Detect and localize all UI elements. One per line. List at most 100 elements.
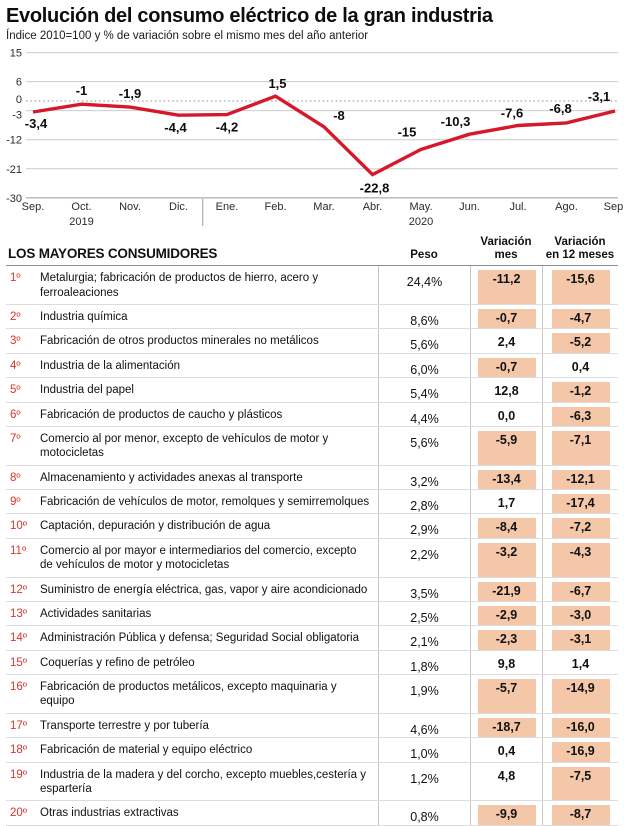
- var-mes-value-cell: 12,8: [470, 378, 542, 402]
- rank-badge: 12º: [10, 583, 27, 596]
- y-axis-label: 15: [10, 48, 22, 60]
- industry-cell: 15º Coquerías y refino de petróleo: [6, 651, 378, 674]
- var-mes-value-cell: -2,9: [470, 601, 542, 626]
- var-mes-value: 1,7: [497, 496, 516, 511]
- peso-value: 0,8%: [410, 810, 439, 825]
- peso-cell: 2,9%: [378, 514, 470, 538]
- y-axis-label: -12: [6, 135, 22, 147]
- rank-badge: 18º: [10, 744, 27, 757]
- table-row: 6º Fabricación de productos de caucho y p…: [6, 402, 618, 427]
- var-12m-value-cell: -14,9: [542, 675, 618, 713]
- var-mes-value: 9,8: [497, 656, 516, 671]
- peso-value: 5,6%: [410, 435, 439, 450]
- var-12m-value: -7,2: [551, 518, 610, 538]
- data-label: -22,8: [360, 181, 390, 196]
- industry-name: Industria del papel: [40, 384, 134, 397]
- x-axis-label: Feb.: [264, 201, 286, 213]
- industry-cell: 6º Fabricación de productos de caucho y p…: [6, 403, 378, 426]
- var-mes-value-cell: 0,0: [470, 402, 542, 426]
- var-12m-value: -6,7: [551, 581, 610, 601]
- var-12m-value-cell: -7,5: [542, 762, 618, 801]
- industry-name: Fabricación de otros productos minerales…: [40, 335, 319, 348]
- peso-cell: 6,0%: [378, 353, 470, 378]
- table-row: 20º Otras industrias extractivas 0,8% -9,9-…: [6, 801, 618, 826]
- industry-cell: 16º Fabricación de productos metálicos, e…: [6, 675, 378, 713]
- y-axis-label: -21: [6, 164, 22, 176]
- consumers-table: LOS MAYORES CONSUMIDORES Peso Variación …: [6, 236, 618, 826]
- peso-value: 5,6%: [410, 338, 439, 353]
- data-label: -6,8: [549, 101, 571, 116]
- data-label: -1: [76, 83, 88, 98]
- var-12m-value: -16,9: [551, 742, 610, 762]
- table-row: 13º Actividades sanitarias 2,5% -2,9 -3,0: [6, 601, 618, 627]
- rank-badge: 7º: [10, 432, 21, 445]
- peso-value: 4,6%: [410, 722, 439, 737]
- rank-badge: 1º: [10, 272, 21, 285]
- peso-cell: 5,6%: [378, 426, 470, 465]
- industry-cell: 3º Fabricación de otros productos mineral…: [6, 329, 378, 352]
- industry-name: Fabricación de productos metálicos, exce…: [40, 681, 337, 708]
- industry-name: Comercio al por mayor e intermediarios d…: [40, 544, 357, 572]
- peso-value: 2,5%: [410, 610, 439, 625]
- var-12m-value: 1,4: [571, 656, 590, 671]
- industry-cell: 2º Industria química: [6, 305, 378, 328]
- x-axis-label: Jun.: [459, 201, 480, 213]
- var-mes-value: -18,7: [477, 717, 536, 738]
- var-mes-value: 12,8: [494, 384, 519, 399]
- trend-line: [32, 94, 616, 177]
- rank-badge: 2º: [10, 311, 21, 324]
- data-label: -3,1: [588, 89, 610, 104]
- table-row: 2º Industria química 8,6% -0,7 -4,7: [6, 305, 618, 330]
- var-12m-value-cell: -7,2: [542, 514, 618, 538]
- peso-value: 2,2%: [410, 547, 439, 562]
- var-mes-value-cell: 4,8: [470, 762, 542, 801]
- var-mes-value-cell: -21,9: [470, 577, 542, 601]
- industry-name: Actividades sanitarias: [40, 607, 152, 620]
- table-row: 8º Almacenamiento y actividades anexas al…: [6, 465, 618, 491]
- var-12m-value: -3,1: [551, 630, 610, 650]
- rank-badge: 10º: [10, 520, 27, 533]
- industry-cell: 1º Metalurgia; fabricación de productos d…: [6, 266, 378, 304]
- industry-name: Industria de la alimentación: [40, 359, 180, 372]
- y-axis-label: 0: [16, 94, 22, 106]
- var-mes-value-cell: -2,3: [470, 626, 542, 650]
- var-mes-value: -5,7: [477, 679, 536, 713]
- var-12m-value-cell: -3,0: [542, 601, 618, 626]
- x-axis-label: Ene.: [216, 201, 239, 213]
- year-label: 2020: [409, 216, 433, 228]
- var-mes-value: -5,9: [477, 430, 536, 465]
- industry-cell: 18º Fabricación de material y equipo eléc…: [6, 738, 378, 761]
- var-mes-value-cell: -0,7: [470, 305, 542, 329]
- x-axis-label: Sep.: [604, 201, 624, 213]
- var-mes-value: -9,9: [477, 805, 536, 825]
- chart-subtitle: Índice 2010=100 y % de variación sobre e…: [6, 30, 369, 42]
- peso-value: 4,4%: [410, 411, 439, 426]
- industry-cell: 9º Fabricación de vehículos de motor, rem…: [6, 490, 378, 513]
- peso-cell: 1,2%: [378, 762, 470, 801]
- rank-badge: 5º: [10, 384, 21, 397]
- var-12m-value: -8,7: [551, 805, 610, 825]
- var-12m-value-cell: 0,4: [542, 353, 618, 378]
- peso-value: 8,6%: [410, 314, 439, 329]
- table-row: 4º Industria de la alimentación 6,0% -0,7 0,…: [6, 353, 618, 379]
- peso-cell: 3,5%: [378, 577, 470, 601]
- rank-badge: 9º: [10, 496, 21, 509]
- page-title: Evolución del consumo eléctrico de la gr…: [6, 5, 493, 27]
- data-label: -8: [333, 108, 345, 123]
- rank-badge: 14º: [10, 632, 27, 645]
- var-12m-value: -4,3: [551, 542, 610, 577]
- peso-cell: 2,2%: [378, 538, 470, 577]
- rank-badge: 16º: [10, 681, 27, 694]
- table-row: 5º Industria del papel 5,4% 12,8 -1,2: [6, 378, 618, 403]
- industry-cell: 7º Comercio al por menor, excepto de vehí…: [6, 427, 378, 465]
- data-label: -4,4: [164, 120, 187, 135]
- rank-badge: 8º: [10, 471, 21, 484]
- x-axis-label: Nov.: [119, 201, 141, 213]
- table-section-title: LOS MAYORES CONSUMIDORES: [8, 246, 218, 262]
- x-axis-label: Ago.: [555, 201, 578, 213]
- peso-cell: 3,2%: [378, 465, 470, 490]
- peso-value: 2,8%: [410, 499, 439, 514]
- var-mes-value: -11,2: [477, 270, 536, 305]
- rank-badge: 20º: [10, 807, 27, 820]
- var-mes-value: -0,7: [477, 309, 536, 329]
